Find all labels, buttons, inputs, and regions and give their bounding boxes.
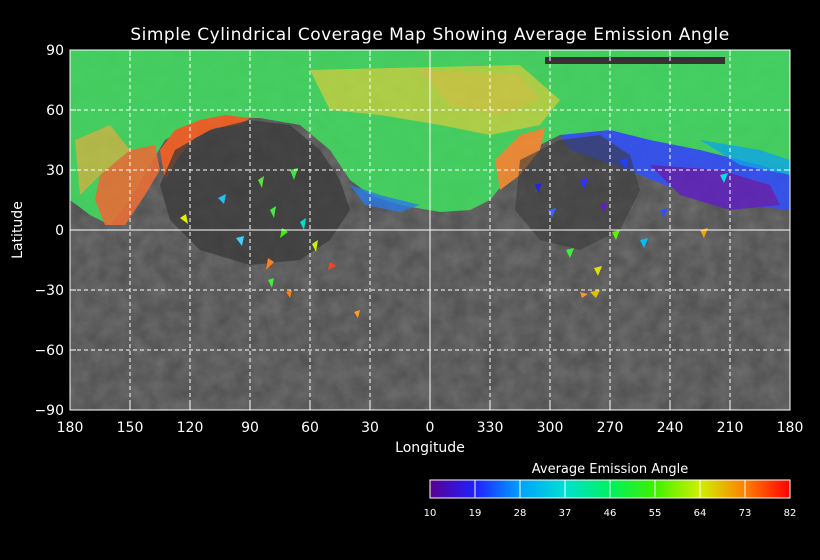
colorbar-tick-label: 28 [514, 508, 527, 519]
data-gap [545, 57, 725, 64]
x-tick-label: 90 [241, 420, 259, 436]
colorbar-tick-label: 19 [469, 508, 482, 519]
y-tick-label: −60 [34, 343, 64, 359]
x-tick-label: 0 [426, 420, 435, 436]
colorbar-tick-label: 82 [784, 508, 797, 519]
crater-region [515, 135, 640, 250]
x-tick-label: 180 [57, 420, 84, 436]
x-tick-label: 120 [177, 420, 204, 436]
colorbar-tick-label: 64 [694, 508, 707, 519]
x-tick-label: 240 [657, 420, 684, 436]
x-tick-label: 60 [301, 420, 319, 436]
y-tick-label: 30 [46, 163, 64, 179]
crater-region [160, 120, 350, 265]
y-tick-label: −90 [34, 403, 64, 419]
x-tick-label: 300 [537, 420, 564, 436]
y-tick-label: 60 [46, 103, 64, 119]
colorbar-tick-label: 46 [604, 508, 617, 519]
y-axis-label: Latitude [10, 201, 26, 259]
y-tick-label: 90 [46, 43, 64, 59]
x-tick-label: 150 [117, 420, 144, 436]
y-tick-label: 0 [55, 223, 64, 239]
x-tick-label: 330 [477, 420, 504, 436]
x-axis: 180 150 120 90 60 30 0 330 300 270 240 210 180 [57, 50, 804, 436]
colorbar-tick-label: 55 [649, 508, 662, 519]
x-tick-label: 210 [717, 420, 744, 436]
x-tick-label: 180 [777, 420, 804, 436]
y-tick-label: −30 [34, 283, 64, 299]
colorbar: Average Emission Angle 10 19 28 37 46 55 64 73 8… [424, 462, 797, 519]
colorbar-tick-label: 73 [739, 508, 752, 519]
x-tick-label: 270 [597, 420, 624, 436]
y-axis: 90 60 30 0 −30 −60 −90 [34, 43, 790, 419]
colorbar-tick-label: 37 [559, 508, 572, 519]
colorbar-ticks: 10 19 28 37 46 55 64 73 82 [424, 480, 797, 519]
map-title: Simple Cylindrical Coverage Map Showing … [130, 25, 729, 45]
x-tick-label: 30 [361, 420, 379, 436]
x-axis-label: Longitude [395, 440, 465, 456]
colorbar-title: Average Emission Angle [532, 462, 688, 477]
coverage-fragments [180, 158, 728, 318]
colorbar-tick-label: 10 [424, 508, 437, 519]
map-grid [70, 50, 790, 410]
